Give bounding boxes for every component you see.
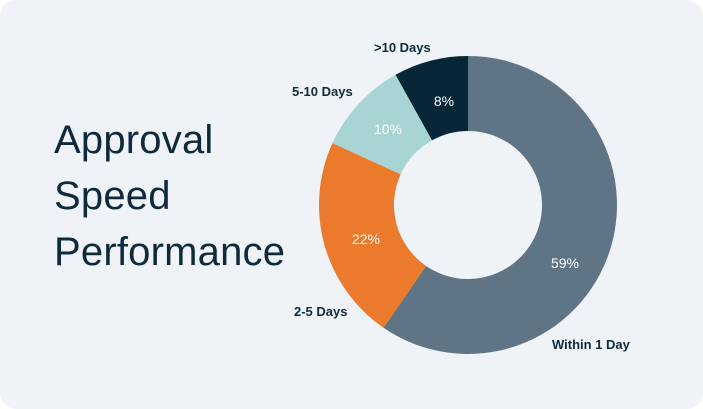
label-5-10-days: 5-10 Days: [292, 84, 353, 99]
donut-slice-within-1-day: [383, 56, 617, 354]
donut-slice-2-5-days: [319, 143, 427, 328]
pct-gt-10-days: 8%: [433, 93, 455, 109]
pct-5-10-days: 10%: [373, 121, 403, 137]
title-line-3: Performance: [54, 230, 286, 274]
chart-title: Approval Speed Performance: [54, 112, 285, 280]
title-line-2: Speed: [54, 174, 171, 218]
label-within-1-day: Within 1 Day: [552, 337, 630, 352]
label-gt-10-days: >10 Days: [374, 40, 431, 55]
donut-slice-5-10-days: [332, 74, 433, 175]
label-2-5-days: 2-5 Days: [294, 304, 348, 319]
donut-slice-10-days: [395, 56, 468, 141]
title-line-1: Approval: [54, 118, 214, 162]
pct-within-1-day: 59%: [550, 255, 580, 271]
donut-slices: [319, 56, 617, 354]
pct-2-5-days: 22%: [351, 231, 381, 247]
